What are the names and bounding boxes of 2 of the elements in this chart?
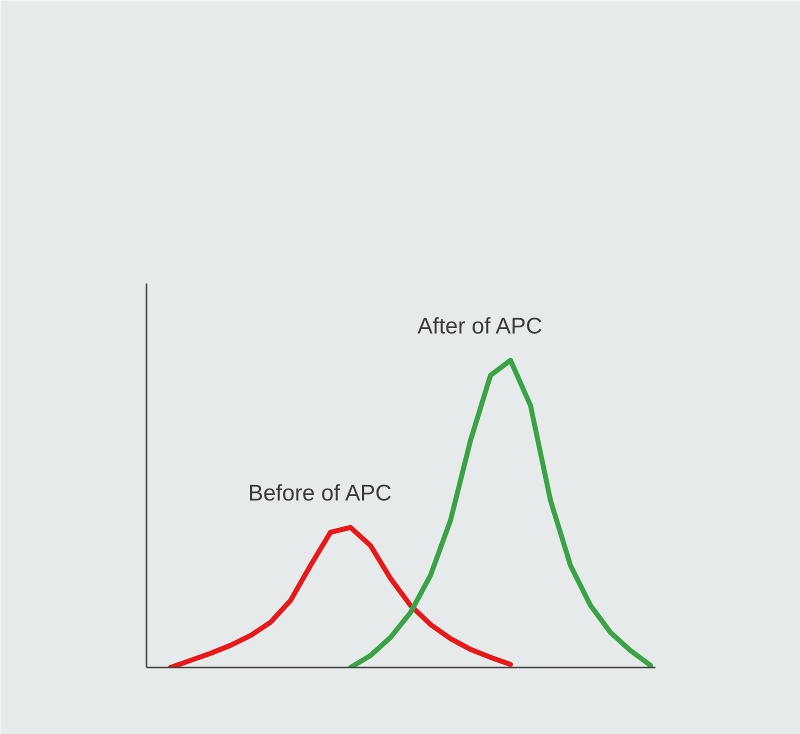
- series-label: Before of APC: [248, 479, 392, 506]
- series-label: After of APC: [418, 312, 542, 338]
